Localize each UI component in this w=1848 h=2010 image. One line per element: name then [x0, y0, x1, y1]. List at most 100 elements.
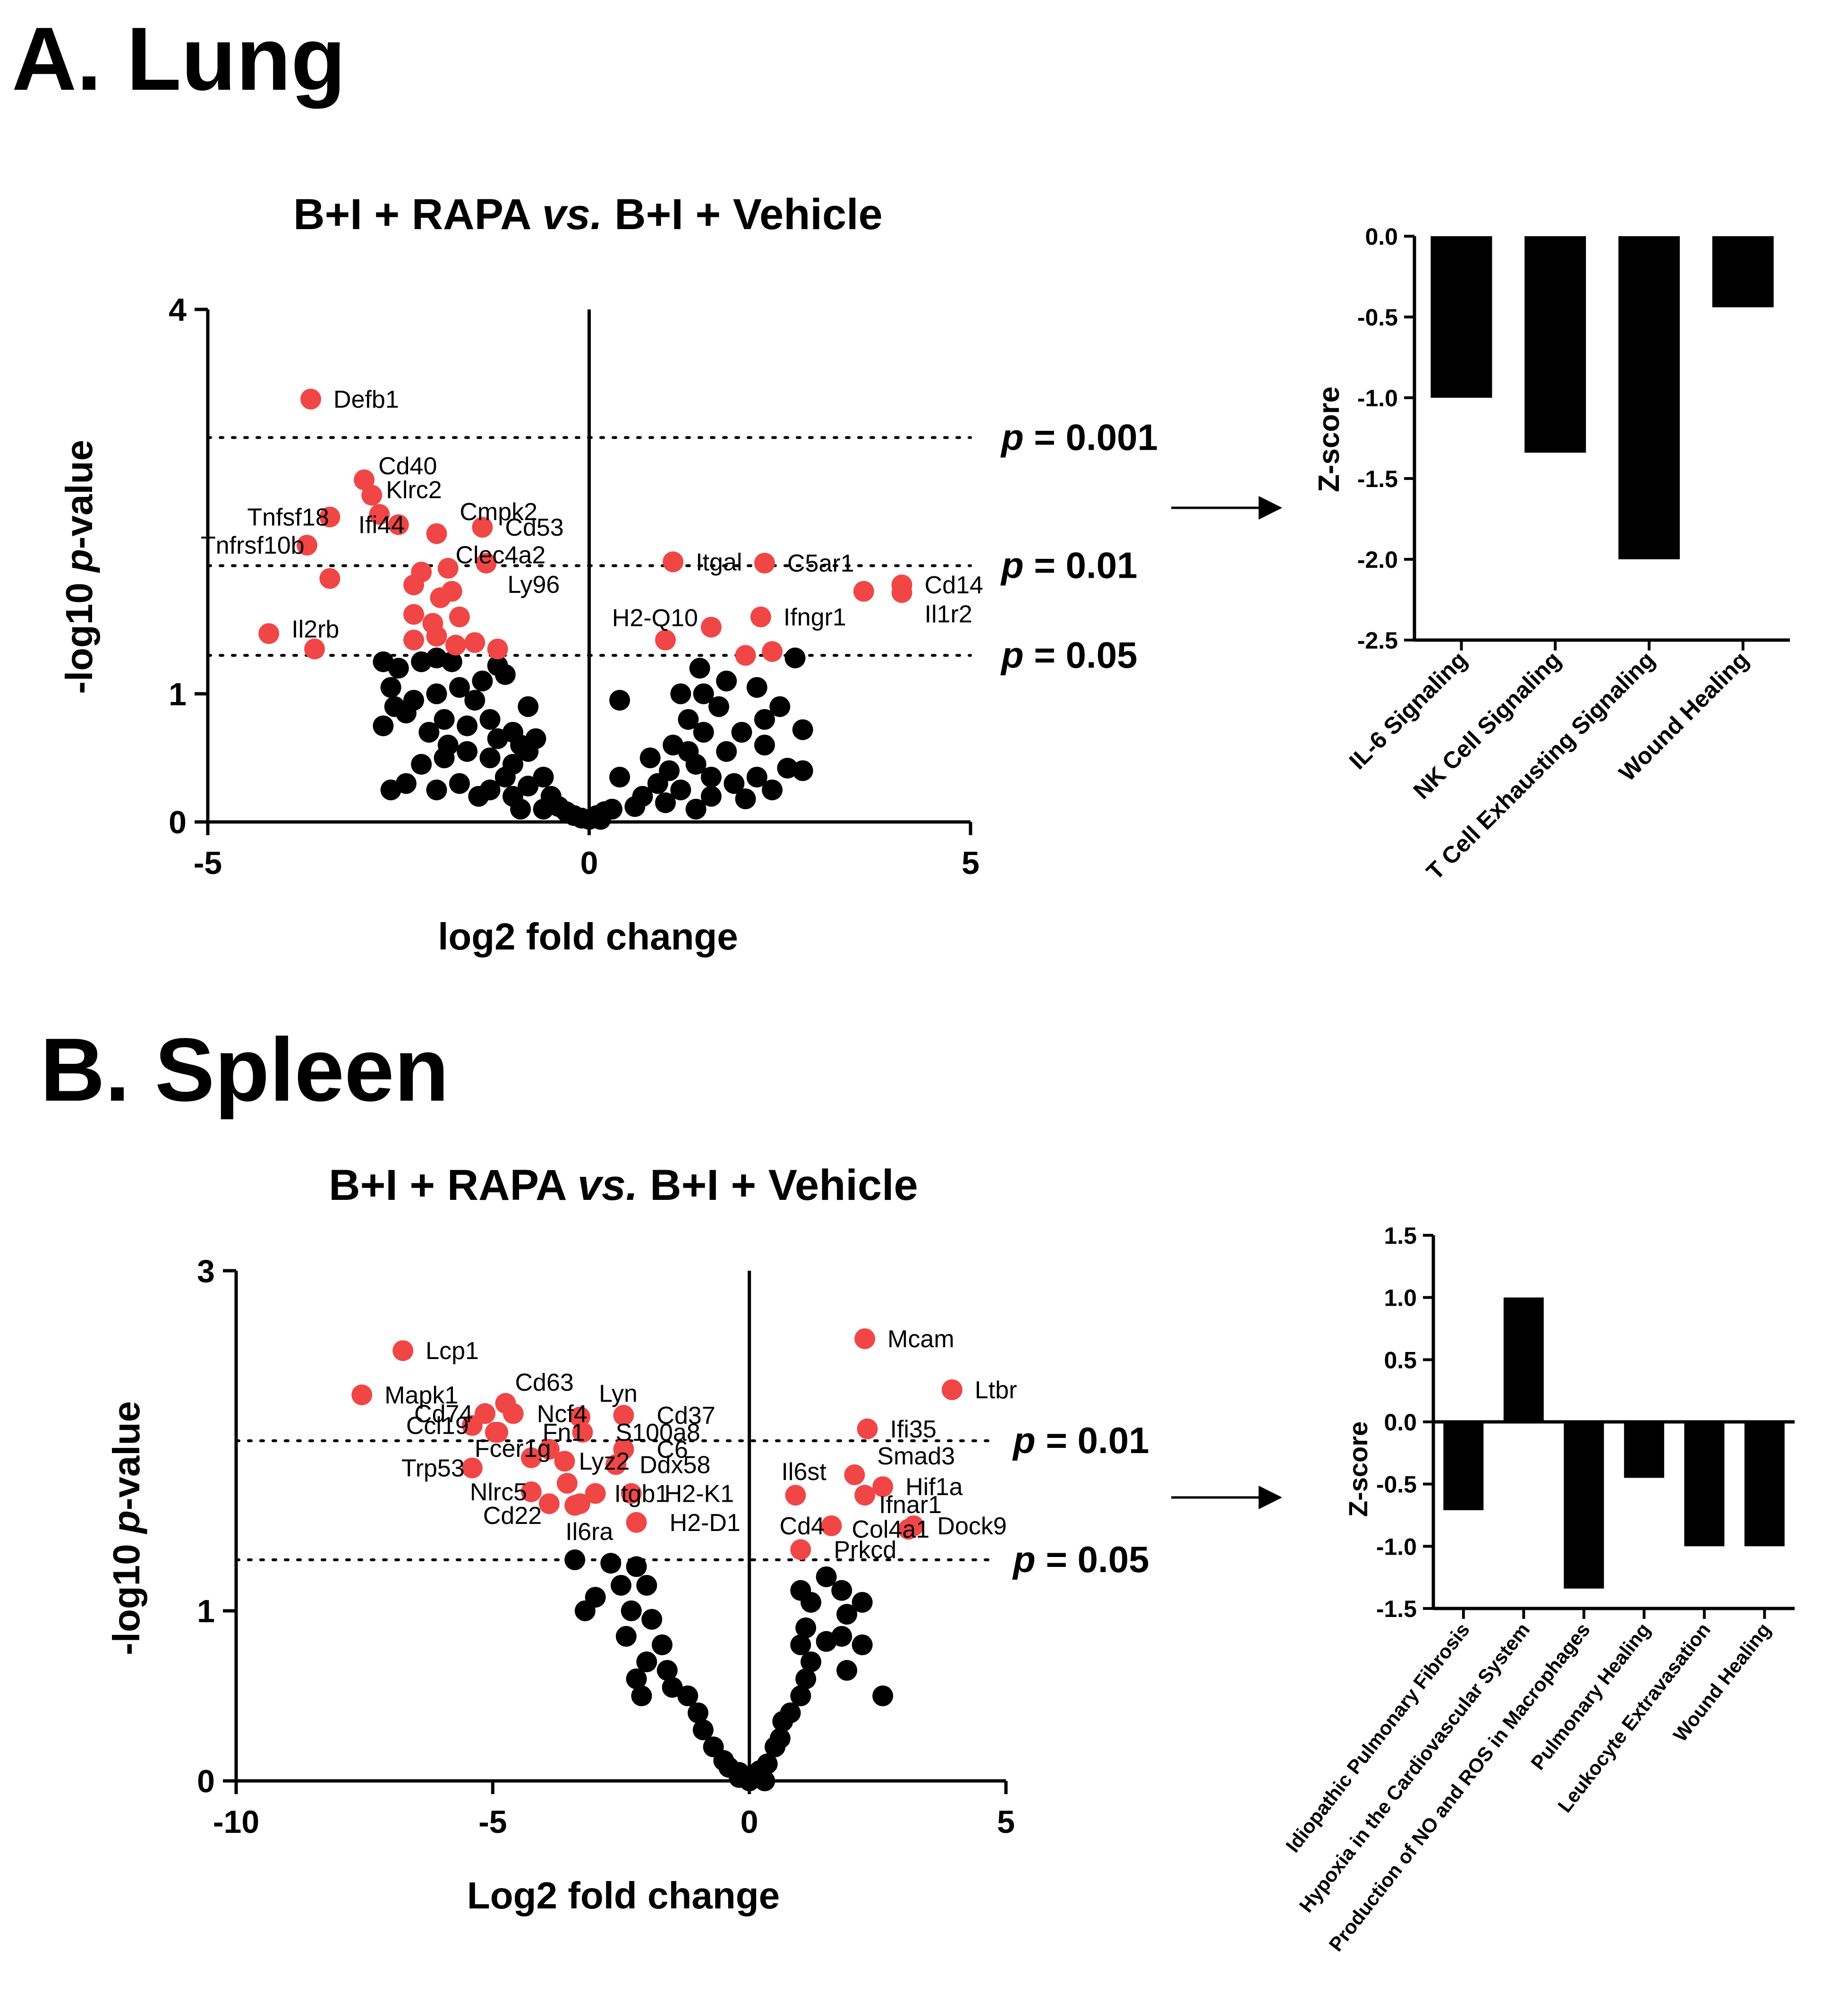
lv-ns-point: [479, 747, 501, 769]
lv-gene-label: Clec4a2: [456, 542, 546, 569]
sv-gene-label: H2-K1: [664, 1480, 734, 1508]
lv-ns-point: [464, 690, 485, 711]
spleen-threshold-labels: p = 0.01 p = 0.05: [1012, 1420, 1149, 1580]
sv-sig-point: [854, 1328, 876, 1349]
lv-gene-label: Ifngr1: [783, 604, 846, 631]
lv-sig-point: [296, 535, 317, 556]
lung-y-axis-label: -log10 p-value: [58, 440, 100, 694]
sv-ns-point: [662, 1677, 683, 1698]
lv-sig-point: [319, 506, 341, 528]
lv-gene-label: Tnfrsf10b: [201, 532, 305, 559]
spleen-bars: [1443, 1297, 1785, 1589]
lv-ns-point: [373, 715, 394, 736]
sv-sig-point: [613, 1439, 634, 1460]
lv-ns-point: [525, 728, 546, 749]
sv-x-tick-label: -5: [478, 1804, 507, 1840]
sv-ns-point: [872, 1685, 894, 1706]
sv-ns-point: [621, 1600, 642, 1621]
lv-gene-label: Ifi44: [358, 512, 405, 539]
lv-ns-point: [494, 664, 516, 685]
sv-ns-point: [728, 1767, 749, 1788]
lv-y-tick-label: 0: [169, 804, 187, 840]
lv-ns-point: [418, 722, 440, 743]
lv-sig-point: [762, 641, 783, 662]
sb-bar: [1564, 1422, 1604, 1589]
sv-gene-label: Ddx58: [639, 1451, 710, 1479]
sv-gene-label: Trp53: [401, 1455, 465, 1482]
lv-ns-point: [609, 690, 630, 711]
lv-sig-point: [304, 638, 325, 659]
sv-gene-label: Ltbr: [975, 1377, 1017, 1404]
lv-ns-point: [590, 809, 611, 830]
sv-gene-label: Col4a1: [852, 1516, 930, 1543]
lv-sig-point: [354, 469, 375, 490]
lv-gene-label: Cd14: [925, 572, 983, 599]
lv-sig-point: [403, 629, 425, 650]
sv-sig-point: [821, 1515, 842, 1536]
lv-gene-label: Klrc2: [386, 476, 442, 504]
lung-volcano-title: B+I + RAPA vs. B+I + Vehicle: [293, 190, 883, 239]
lv-ns-point: [716, 741, 737, 762]
sv-gene-label: Lyn: [599, 1380, 638, 1408]
sv-gene-label: H2-D1: [670, 1509, 741, 1537]
sv-gene-label: Cd4: [780, 1513, 825, 1540]
sv-ns-point: [831, 1626, 852, 1647]
sv-ns-point: [615, 1626, 637, 1647]
sv-sig-point: [554, 1451, 575, 1472]
sv-gene-label: Il6st: [781, 1458, 826, 1486]
lv-y-tick-label: 1: [169, 676, 187, 712]
sb-bar: [1503, 1297, 1544, 1422]
lv-ns-point: [792, 760, 813, 781]
sv-sig-point: [461, 1415, 483, 1436]
sv-gene-label: Cd74: [414, 1400, 473, 1428]
sv-ns-point: [852, 1592, 873, 1613]
sv-ns-point: [836, 1604, 858, 1625]
lv-ns-point: [746, 767, 767, 788]
lb-y-tick-label: -1.5: [1357, 466, 1398, 492]
lv-threshold-label: p = 0.01: [1000, 545, 1137, 586]
sv-sig-point: [502, 1403, 524, 1424]
sb-y-tick-label: 1.5: [1384, 1223, 1417, 1249]
sb-category-label: Production of NO and ROS in Macrophages: [1324, 1619, 1594, 1956]
lv-gene-label: Il1r2: [925, 600, 972, 628]
sv-ns-point: [574, 1600, 596, 1621]
lv-sig-point: [388, 514, 409, 535]
lv-ns-point: [716, 670, 737, 692]
sv-ns-point: [564, 1549, 586, 1570]
sv-sig-point: [790, 1539, 811, 1560]
lv-ns-point: [708, 696, 730, 717]
panel-b-title: B. Spleen: [40, 1020, 449, 1120]
lv-ns-point: [700, 786, 722, 807]
lv-sig-point: [853, 581, 874, 602]
lv-sig-point: [300, 388, 322, 410]
sv-gene-label: C6: [656, 1436, 688, 1463]
lv-ns-point: [411, 753, 432, 775]
lv-sig-point: [445, 634, 466, 656]
lung-significant-points: [258, 388, 912, 666]
lv-sig-point: [891, 582, 912, 603]
sv-ns-point: [816, 1566, 837, 1587]
lb-bar: [1524, 236, 1586, 453]
sv-ns-point: [631, 1685, 652, 1706]
lv-sig-point: [754, 553, 775, 574]
lv-sig-point: [700, 616, 722, 638]
lv-sig-point: [663, 551, 684, 573]
lb-y-tick-label: -1.0: [1357, 385, 1398, 411]
lb-bar: [1712, 236, 1774, 308]
sv-gene-label: Prkcd: [834, 1536, 896, 1564]
lv-ns-point: [678, 741, 699, 762]
sv-ns-point: [852, 1634, 873, 1655]
sv-ns-point: [790, 1634, 811, 1655]
lung-zscore-chart: 0.0 -0.5 -1.0 -1.5 -2.0 -2.5 IL-6 SignalingNK…: [1313, 223, 1790, 885]
lv-ns-point: [724, 773, 745, 794]
spleen-x-axis-label: Log2 fold change: [467, 1874, 780, 1916]
lv-ns-point: [670, 683, 691, 704]
sv-ns-point: [626, 1556, 647, 1577]
lv-ns-point: [533, 798, 554, 820]
sv-sig-point: [941, 1379, 962, 1400]
sb-bar: [1624, 1422, 1664, 1478]
lv-ns-point: [479, 709, 501, 730]
lv-ns-point: [518, 696, 539, 717]
sb-bar: [1744, 1422, 1785, 1547]
